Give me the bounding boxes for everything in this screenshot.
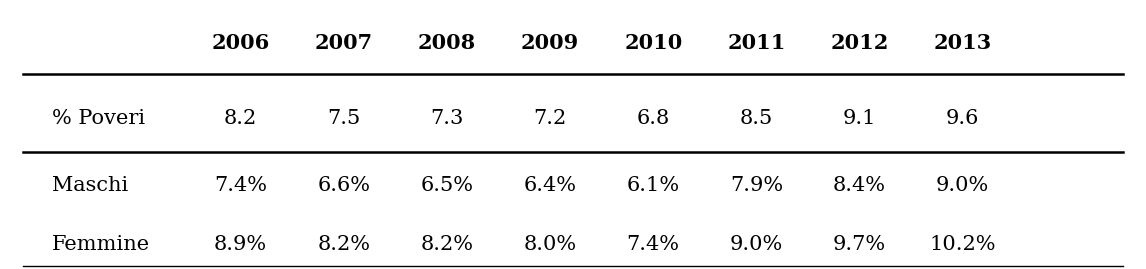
Text: 8.2: 8.2 bbox=[223, 109, 258, 128]
Text: 2006: 2006 bbox=[212, 33, 269, 53]
Text: 8.2%: 8.2% bbox=[421, 235, 473, 254]
Text: Femmine: Femmine bbox=[52, 235, 150, 254]
Text: 9.0%: 9.0% bbox=[730, 235, 783, 254]
Text: 2012: 2012 bbox=[831, 33, 888, 53]
Text: 7.2: 7.2 bbox=[533, 109, 567, 128]
Text: 2013: 2013 bbox=[934, 33, 991, 53]
Text: 9.6: 9.6 bbox=[945, 109, 980, 128]
Text: 10.2%: 10.2% bbox=[929, 235, 996, 254]
Text: % Poveri: % Poveri bbox=[52, 109, 144, 128]
Text: 7.3: 7.3 bbox=[430, 109, 464, 128]
Text: 8.9%: 8.9% bbox=[214, 235, 267, 254]
Text: 2009: 2009 bbox=[521, 33, 579, 53]
Text: 6.5%: 6.5% bbox=[421, 176, 473, 195]
Text: 8.0%: 8.0% bbox=[524, 235, 576, 254]
Text: 9.1: 9.1 bbox=[842, 109, 877, 128]
Text: 8.2%: 8.2% bbox=[317, 235, 370, 254]
Text: 7.5: 7.5 bbox=[327, 109, 361, 128]
Text: 6.4%: 6.4% bbox=[524, 176, 576, 195]
Text: 6.8: 6.8 bbox=[636, 109, 670, 128]
Text: 2007: 2007 bbox=[315, 33, 372, 53]
Text: 7.4%: 7.4% bbox=[627, 235, 680, 254]
Text: 2008: 2008 bbox=[418, 33, 476, 53]
Text: 6.6%: 6.6% bbox=[317, 176, 370, 195]
Text: 8.4%: 8.4% bbox=[833, 176, 886, 195]
Text: 2011: 2011 bbox=[728, 33, 785, 53]
Text: 9.0%: 9.0% bbox=[936, 176, 989, 195]
Text: Maschi: Maschi bbox=[52, 176, 128, 195]
Text: 6.1%: 6.1% bbox=[627, 176, 680, 195]
Text: 2010: 2010 bbox=[625, 33, 682, 53]
Text: 7.4%: 7.4% bbox=[214, 176, 267, 195]
Text: 8.5: 8.5 bbox=[739, 109, 774, 128]
Text: 7.9%: 7.9% bbox=[730, 176, 783, 195]
Text: 9.7%: 9.7% bbox=[833, 235, 886, 254]
